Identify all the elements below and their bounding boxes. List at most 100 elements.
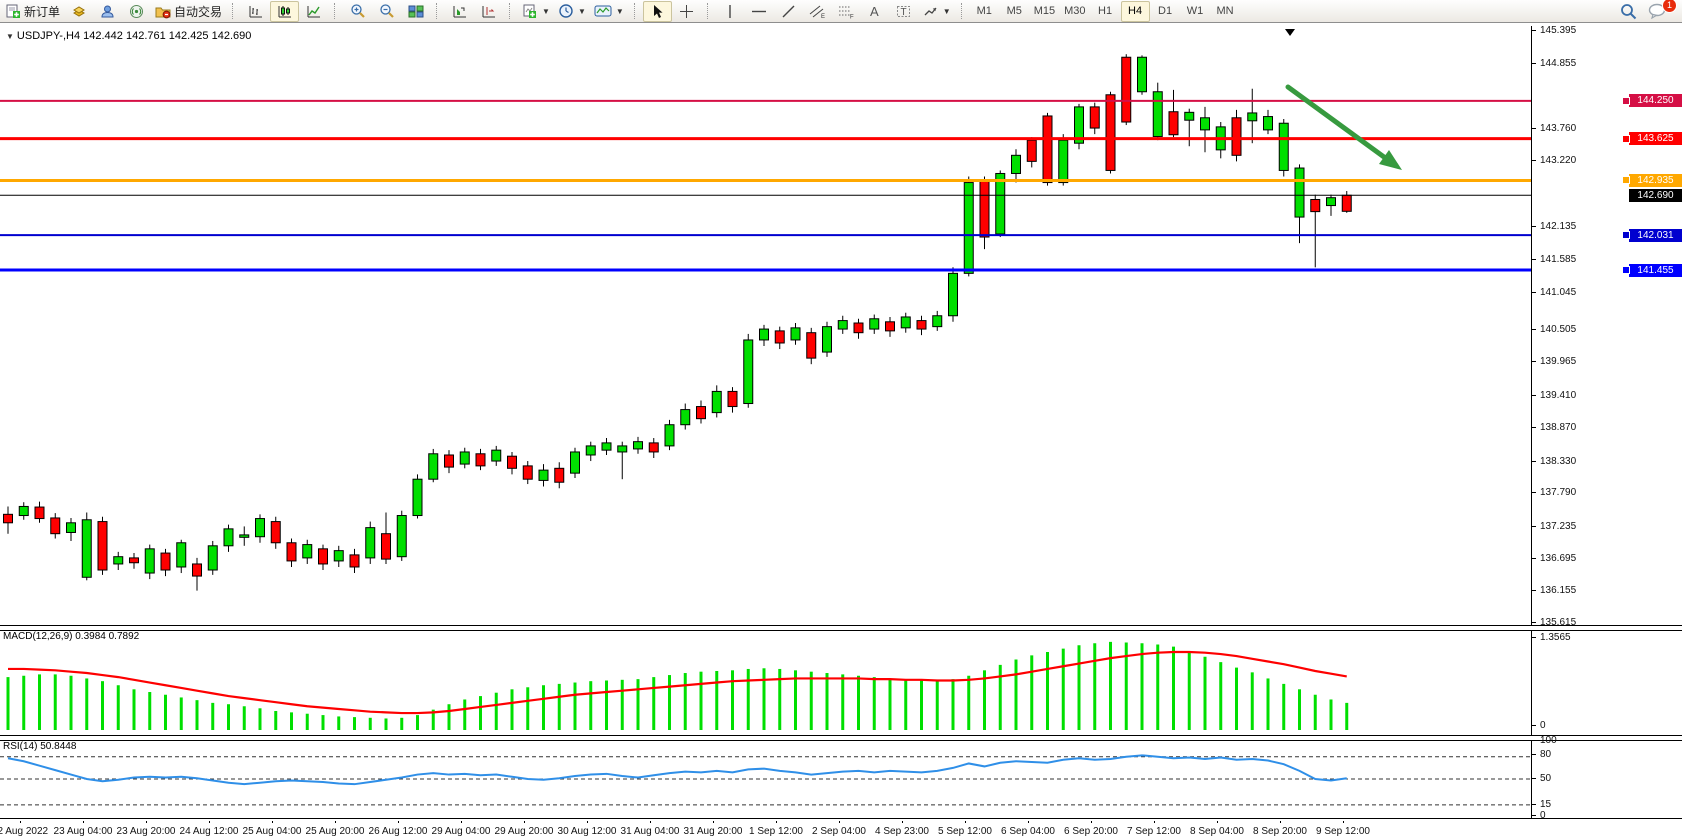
- price-tick: [1531, 259, 1536, 260]
- time-label: 1 Sep 12:00: [749, 826, 803, 837]
- rsi-pane[interactable]: [0, 739, 1531, 818]
- candlestick-chart-icon: [278, 5, 291, 17]
- auto-arrange-button[interactable]: [445, 1, 474, 22]
- price-tick: [1531, 292, 1536, 293]
- candle-body: [680, 409, 691, 426]
- line-chart-icon: [307, 5, 320, 17]
- timeframe-m30[interactable]: M30: [1064, 5, 1086, 17]
- text-label-icon: T: [897, 5, 911, 18]
- auto-trading-button[interactable]: 自动交易: [151, 1, 226, 22]
- candle-body: [207, 545, 218, 571]
- price-level-label: 141.455: [1629, 263, 1682, 277]
- price-tick-label: 137.790: [1540, 487, 1577, 498]
- cursor-button[interactable]: [642, 0, 672, 22]
- svg-text:E: E: [821, 14, 825, 19]
- time-tick: [398, 820, 399, 823]
- time-tick: [272, 820, 273, 823]
- candle-body: [318, 548, 328, 565]
- time-label: 26 Aug 12:00: [368, 826, 428, 837]
- fibonacci-icon: F: [838, 6, 854, 19]
- trendline-button[interactable]: [774, 1, 803, 22]
- vertical-line-button[interactable]: [716, 1, 745, 22]
- crosshair-button[interactable]: [672, 1, 701, 22]
- timeframe-m15[interactable]: M15: [1033, 5, 1056, 17]
- pane-separator[interactable]: [0, 625, 1682, 631]
- timeframe-d1[interactable]: D1: [1158, 5, 1173, 17]
- toolbar-separator: [633, 3, 639, 19]
- arrows-button[interactable]: ▼: [919, 1, 955, 22]
- timeframe-h4[interactable]: H4: [1120, 0, 1150, 22]
- zoom-out-button[interactable]: [372, 1, 401, 22]
- trendline-icon: [782, 5, 795, 17]
- chevron-down-icon: ▼: [542, 6, 550, 16]
- candle-body: [349, 554, 360, 568]
- time-tick: [902, 820, 903, 823]
- chart-shift-button[interactable]: [474, 1, 503, 22]
- price-tick-label: 141.045: [1540, 287, 1577, 298]
- channel-button[interactable]: E: [803, 1, 832, 22]
- level-marker: [1622, 134, 1630, 143]
- bar-chart-button[interactable]: [241, 1, 270, 22]
- candle-body: [302, 544, 313, 559]
- period-button[interactable]: ▼: [554, 1, 590, 22]
- notification-badge: 1: [1662, 0, 1677, 13]
- collapse-triangle-icon[interactable]: ▼: [6, 32, 14, 41]
- text-label-button[interactable]: T: [890, 1, 919, 22]
- templates-button[interactable]: ▼: [590, 1, 628, 22]
- price-tick: [1531, 492, 1536, 493]
- chart-area[interactable]: ▼ USDJPY-,H4 142.442 142.761 142.425 142.…: [0, 24, 1682, 840]
- candle-body: [1089, 106, 1100, 129]
- text-button[interactable]: A: [861, 1, 890, 22]
- candle-body: [538, 469, 549, 481]
- toolbar-separator: [509, 3, 514, 19]
- toolbar-separator: [436, 3, 441, 19]
- candle-body: [1152, 91, 1163, 138]
- timeframe-h1[interactable]: H1: [1098, 5, 1113, 17]
- time-label: 8 Sep 04:00: [1190, 826, 1244, 837]
- new-chart-button[interactable]: ▼: [518, 1, 554, 22]
- signals-button[interactable]: [122, 1, 151, 22]
- price-tick: [1531, 526, 1536, 527]
- price-tick: [1531, 128, 1536, 129]
- candle-body: [648, 442, 659, 453]
- search-button[interactable]: [1614, 1, 1643, 22]
- notifications-button[interactable]: 1: [1643, 0, 1677, 22]
- rsi-tick: [1531, 740, 1536, 741]
- candle-body: [129, 557, 139, 564]
- candle-body: [837, 320, 848, 330]
- time-tick: [83, 820, 84, 823]
- macd-tick: [1531, 725, 1536, 726]
- candle-body: [444, 454, 454, 468]
- price-axis[interactable]: 145.395 144.855 143.760 143.220 142.135 141.5…: [1531, 24, 1682, 840]
- horizontal-line-button[interactable]: [745, 1, 774, 22]
- price-tick-label: 143.760: [1540, 123, 1577, 134]
- candlestick-chart-button[interactable]: [270, 0, 300, 22]
- tile-windows-button[interactable]: [401, 1, 430, 22]
- chevron-down-icon: ▼: [615, 6, 624, 16]
- timeframe-mn[interactable]: MN: [1216, 5, 1234, 17]
- candle-body: [853, 322, 864, 334]
- candle-body: [1026, 139, 1037, 162]
- market-button[interactable]: [64, 1, 93, 22]
- time-tick: [587, 820, 588, 823]
- new-order-button[interactable]: 新订单: [2, 1, 64, 22]
- timeframe-w1[interactable]: W1: [1186, 5, 1204, 17]
- timeframe-m1[interactable]: M1: [976, 5, 992, 17]
- candle-body: [491, 449, 502, 462]
- zoom-in-button[interactable]: [343, 1, 372, 22]
- candle-body: [34, 506, 45, 520]
- market-icon: [72, 6, 85, 17]
- price-pane[interactable]: [0, 26, 1531, 625]
- line-chart-button[interactable]: [299, 1, 328, 22]
- community-button[interactable]: [93, 1, 122, 22]
- candle-body: [1042, 115, 1053, 184]
- time-tick: [1154, 820, 1155, 823]
- fibonacci-button[interactable]: F: [832, 1, 861, 22]
- macd-pane[interactable]: [0, 629, 1531, 735]
- time-tick: [650, 820, 651, 823]
- timeframe-m5[interactable]: M5: [1006, 5, 1022, 17]
- candle-body: [333, 550, 344, 562]
- rsi-line: [7, 754, 1347, 786]
- pane-separator[interactable]: [0, 735, 1682, 741]
